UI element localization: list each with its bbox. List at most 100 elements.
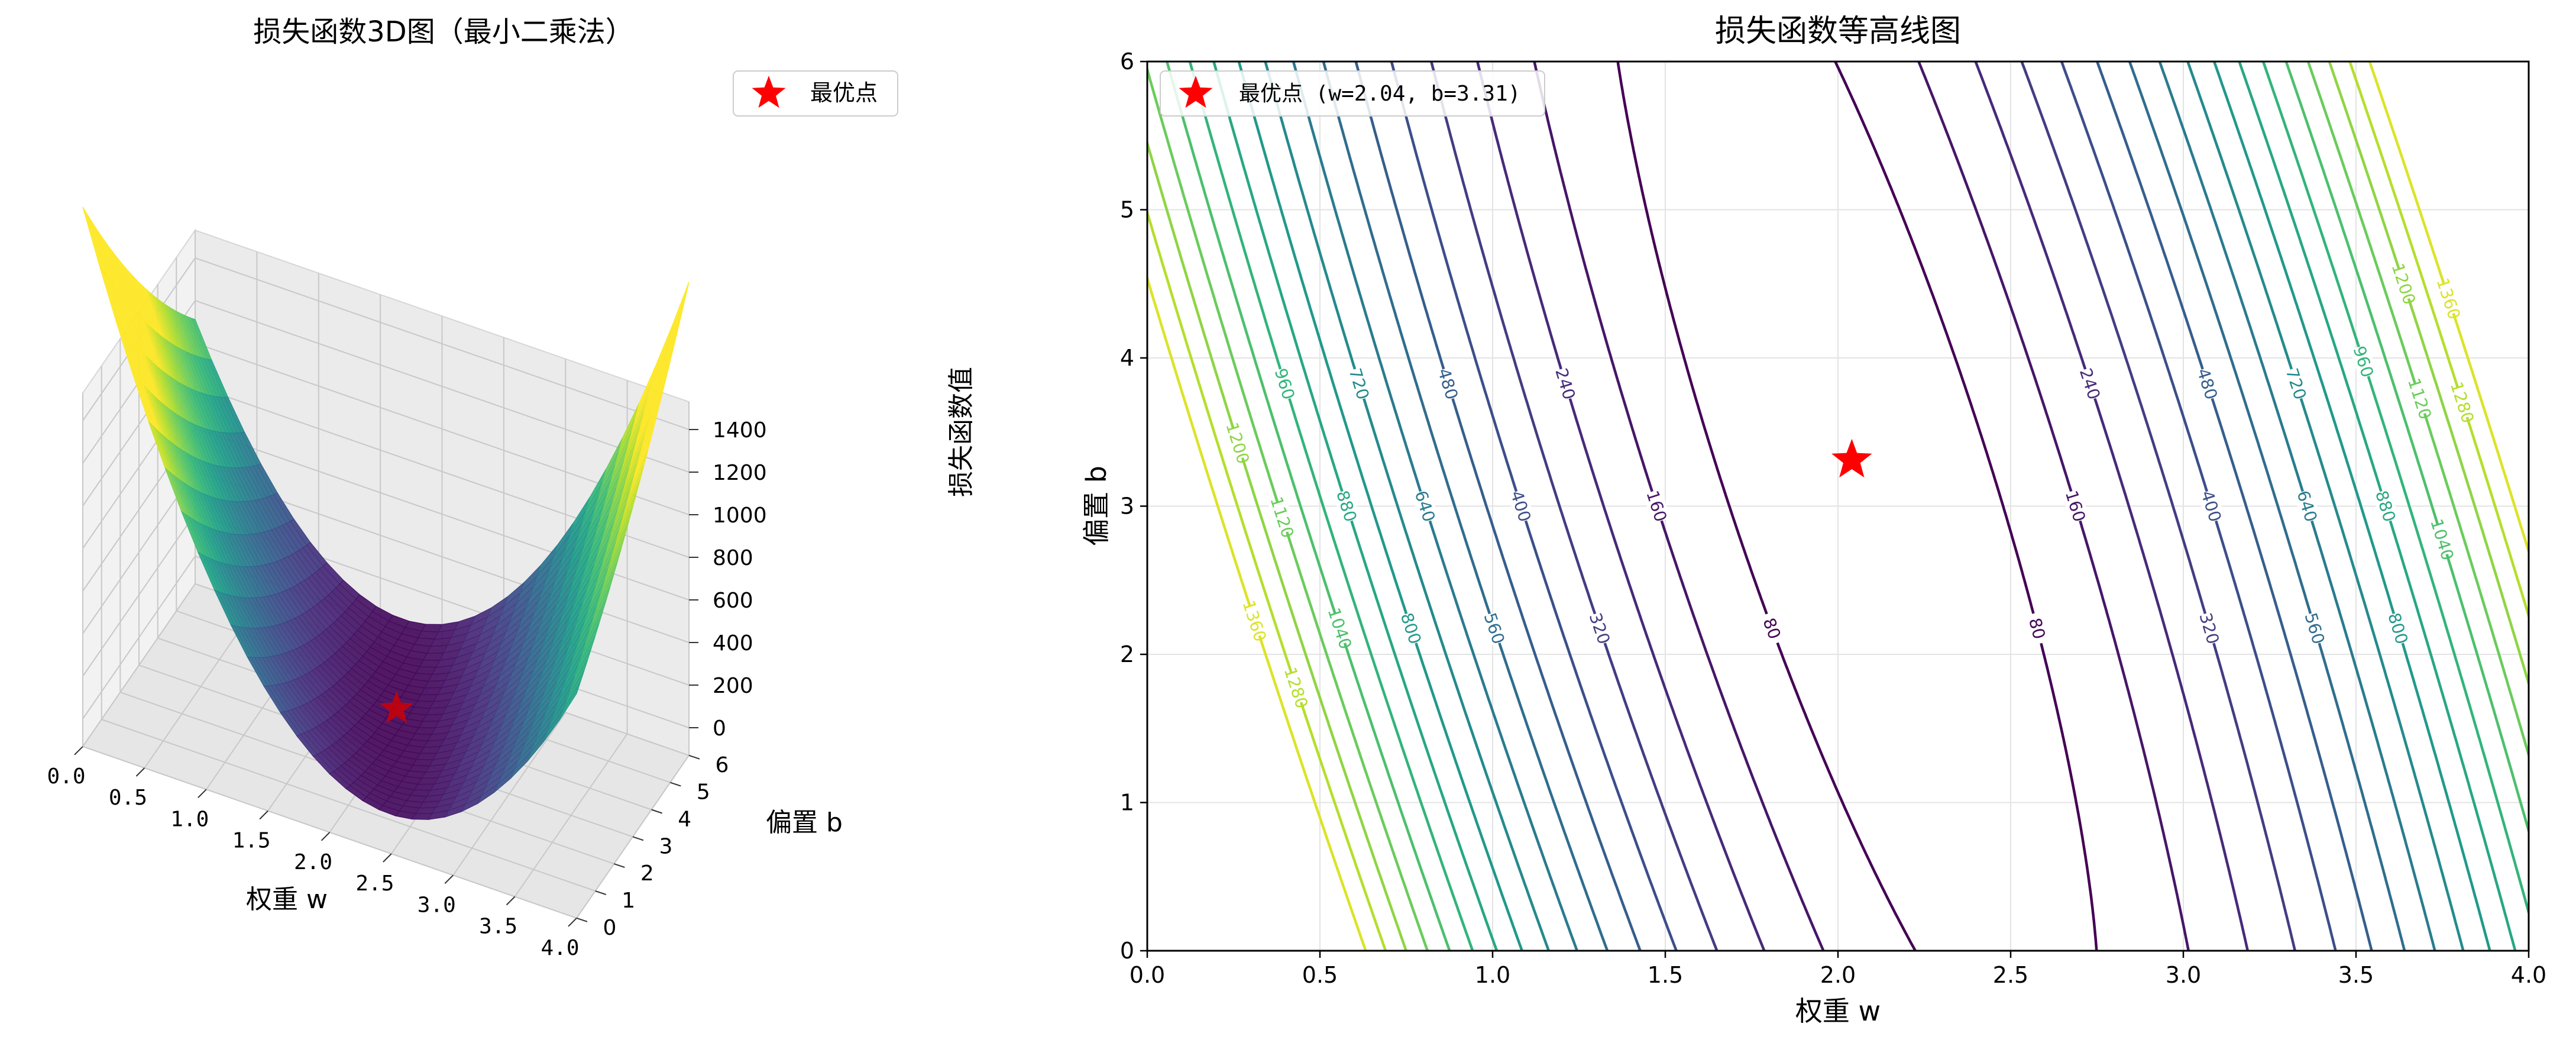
surface-3d-legend-box <box>733 70 898 117</box>
contour-line <box>1974 62 2249 951</box>
surface-3d-y-tick <box>576 917 588 922</box>
contour-label-bg <box>1585 611 1614 646</box>
surface-3d-legend: 最优点 <box>733 70 898 117</box>
surface-3d-x-tick <box>321 832 331 841</box>
contour-label-bg <box>2293 488 2321 524</box>
surface-3d-x-tick-label: 2.5 <box>355 871 394 896</box>
contour-label-bg <box>1480 611 1509 646</box>
contour-legend: 最优点 (w=2.04, b=3.31) <box>1160 70 1545 117</box>
contour-label-bg <box>2406 381 2434 417</box>
surface-3d-panel: 损失函数3D图（最小二乘法） 0.0 0.5 1.0 1.5 2.0 2.5 3.0 3.5 4… <box>47 15 976 960</box>
contour-ticks: 0.0 0.5 1.0 1.5 2.0 2.5 3.0 3.5 4.0 0 1 2 3 4 5 6 <box>1120 49 2546 988</box>
surface-3d-title: 损失函数3D图（最小二乘法） <box>253 15 634 49</box>
contour-label-bg <box>2448 385 2476 420</box>
contour-label-bg <box>1552 366 1580 402</box>
contour-label-bg <box>2390 266 2418 302</box>
surface-3d-legend-label: 最优点 <box>810 80 878 106</box>
contour-line <box>2096 62 2373 951</box>
contour-label-bg <box>2282 366 2310 402</box>
surface-3d-x-tick <box>444 874 454 884</box>
contour-line <box>2368 62 2529 556</box>
surface-3d-legend-star-icon <box>752 76 786 108</box>
surface-3d-z-tick-label: 600 <box>713 589 753 613</box>
contour-line <box>1147 138 1407 951</box>
surface-3d-z-tick-label: 800 <box>713 546 753 570</box>
contour-x-label: 权重 w <box>1795 995 1881 1027</box>
contour-line <box>1616 62 1917 951</box>
contour-x-tick-label: 0.5 <box>1302 962 1338 988</box>
contour-line <box>1322 62 1609 951</box>
surface-3d-y-tick-label: 6 <box>716 753 729 777</box>
contour-line <box>2328 62 2529 688</box>
contour-x-tick-label: 2.0 <box>1820 962 1856 988</box>
contour-title: 损失函数等高线图 <box>1715 14 1961 49</box>
surface-3d-optimum-star-icon <box>380 691 414 724</box>
contour-line <box>2186 62 2465 951</box>
contour-y-label: 偏置 b <box>1080 466 1112 546</box>
surface-3d-x-tick <box>568 918 577 927</box>
contour-label-bg <box>1271 366 1299 402</box>
surface-3d-y-tick <box>632 836 644 841</box>
surface-3d-gridline <box>101 719 596 892</box>
contour-legend-label: 最优点 (w=2.04, b=3.31) <box>1239 82 1520 106</box>
surface-3d-axes: 0.00.51.01.52.02.53.03.54.00123456020040… <box>47 418 766 960</box>
contour-y-tick-label: 6 <box>1120 49 1134 75</box>
surface-3d-x-tick-label: 3.0 <box>418 893 456 917</box>
contour-x-tick-label: 4.0 <box>2511 962 2546 988</box>
contour-x-tick-label: 0.0 <box>1130 962 1165 988</box>
contour-x-tick-label: 3.5 <box>2338 962 2374 988</box>
surface-3d-y-tick <box>651 809 663 814</box>
contour-legend-star-icon <box>1179 76 1213 108</box>
contour-line <box>1354 62 1642 951</box>
contour-line <box>2348 62 2529 621</box>
contour-label-bg <box>1345 366 1373 402</box>
surface-3d-x-tick <box>383 853 392 863</box>
surface-3d-z-tick-label: 1000 <box>713 503 767 528</box>
contour-legend-box <box>1160 70 1545 117</box>
surface-3d-x-tick-label: 1.5 <box>232 829 271 853</box>
contour-line <box>1430 62 1719 951</box>
contour-line <box>1834 62 2098 951</box>
surface-3d-y-tick <box>613 863 625 869</box>
contour-label-bg <box>1507 488 1535 524</box>
surface-3d-facet <box>559 682 581 719</box>
contour-line <box>2261 62 2529 918</box>
contour-label-bg <box>1241 603 1268 639</box>
contour-line <box>1188 62 1474 951</box>
contour-y-tick-label: 4 <box>1120 345 1134 371</box>
surface-3d-y-label: 偏置 b <box>766 808 843 838</box>
contour-label-bg <box>2196 611 2223 646</box>
contour-line <box>1166 62 1451 951</box>
contour-y-tick-label: 5 <box>1120 197 1134 223</box>
surface-3d-y-tick-label: 3 <box>659 834 673 858</box>
surface-3d-z-tick-label: 1400 <box>713 418 767 443</box>
contour-line <box>2284 62 2529 836</box>
contour-label-bg <box>1268 499 1296 535</box>
contour-line <box>1476 62 1766 951</box>
surface-3d-z-tick-label: 400 <box>713 631 753 656</box>
contour-y-tick-label: 1 <box>1120 790 1134 816</box>
surface-3d-x-tick <box>135 767 145 777</box>
contour-optimum-star-icon <box>1831 438 1872 477</box>
contour-y-tick-label: 3 <box>1120 493 1134 519</box>
contour-line <box>2212 62 2491 951</box>
contour-label-bg <box>1333 488 1361 524</box>
contour-line <box>1237 62 1523 951</box>
contour-y-tick-label: 0 <box>1120 938 1134 964</box>
contour-label-bg <box>2384 611 2412 646</box>
surface-3d-x-tick <box>506 896 516 906</box>
contour-line <box>2306 62 2529 760</box>
contour-label-bg <box>1397 611 1425 646</box>
contour-line <box>1264 62 1550 951</box>
contour-label-bg <box>2301 611 2329 646</box>
contour-x-tick-label: 1.5 <box>1648 962 1683 988</box>
contour-label-bg <box>2024 611 2051 646</box>
surface-3d-gridline <box>82 513 196 677</box>
surface-3d-y-tick <box>595 890 607 895</box>
contour-label-bg <box>1224 425 1252 461</box>
contour-line <box>2020 62 2296 951</box>
surface-3d-y-tick-label: 1 <box>622 889 635 913</box>
contour-x-tick-label: 3.0 <box>2166 962 2201 988</box>
